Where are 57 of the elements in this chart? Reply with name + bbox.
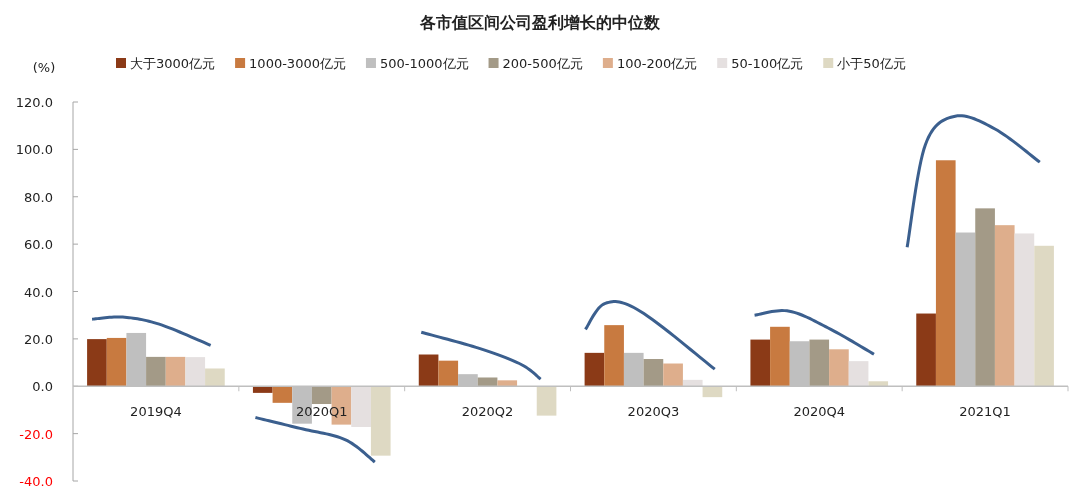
bar <box>663 363 683 387</box>
x-tick-label: 2021Q1 <box>959 404 1011 420</box>
bar <box>438 360 459 387</box>
bar <box>975 208 995 387</box>
legend-label: 50-100亿元 <box>731 56 804 71</box>
legend-label: 100-200亿元 <box>616 56 698 71</box>
x-tick-label: 2020Q1 <box>295 404 348 420</box>
legend-label: 500-1000亿元 <box>379 56 469 71</box>
bar <box>1034 245 1054 387</box>
y-tick-label: 80.0 <box>24 189 53 205</box>
bar <box>252 386 273 393</box>
y-tick-label: -20.0 <box>19 426 53 442</box>
bar <box>106 337 127 387</box>
chart-title: 各市值区间公司盈利增长的中位数 <box>419 13 661 32</box>
bar <box>584 352 605 387</box>
y-tick-label: 100.0 <box>15 142 53 158</box>
bar <box>643 359 664 387</box>
bar <box>497 380 518 387</box>
bar <box>682 379 703 387</box>
y-tick-label: 60.0 <box>24 237 53 253</box>
x-tick-label: 2020Q4 <box>793 404 846 420</box>
y-tick-label: -40.0 <box>19 474 53 489</box>
bar <box>1014 233 1035 387</box>
x-tick-label: 2019Q4 <box>130 404 182 420</box>
bar <box>604 325 624 387</box>
x-tick-label: 2020Q3 <box>627 404 680 420</box>
y-tick-label: 120.0 <box>15 95 53 110</box>
legend-label: 200-500亿元 <box>502 56 583 71</box>
bar <box>809 339 830 387</box>
bar <box>146 356 166 387</box>
bar <box>848 361 869 387</box>
bar <box>750 339 771 387</box>
bar <box>829 349 849 387</box>
bar <box>311 386 332 405</box>
bar <box>868 381 889 387</box>
bar <box>935 160 956 387</box>
bar <box>370 386 391 456</box>
y-axis-title: (%) <box>32 60 56 75</box>
y-tick-label: 40.0 <box>24 284 53 300</box>
bar <box>477 377 498 387</box>
legend-label: 小于50亿元 <box>837 56 906 71</box>
bar <box>536 386 557 416</box>
bar <box>994 225 1015 387</box>
x-tick-label: 2020Q2 <box>461 404 514 420</box>
bar <box>87 339 107 387</box>
bar <box>418 354 439 387</box>
legend-label: 1000-3000亿元 <box>249 56 346 71</box>
bar <box>165 356 186 387</box>
bar <box>205 368 225 387</box>
bar <box>916 313 936 387</box>
bar <box>351 386 371 427</box>
bar <box>185 357 206 387</box>
y-tick-label: 20.0 <box>24 331 53 347</box>
bar <box>272 386 293 403</box>
bar <box>770 326 790 387</box>
legend-label: 大于3000亿元 <box>130 56 216 71</box>
y-tick-label: 0.0 <box>32 379 53 395</box>
